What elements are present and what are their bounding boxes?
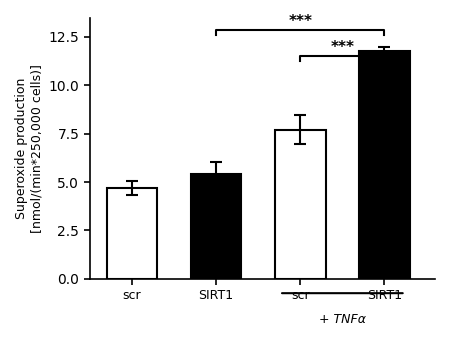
Bar (107, 188, 157, 279)
Bar (359, 51, 410, 279)
Text: ***: *** (330, 40, 354, 55)
Text: ***: *** (288, 14, 312, 29)
Y-axis label: Superoxide production
[nmol/(min*250,000 cells)]: Superoxide production [nmol/(min*250,000… (15, 64, 43, 233)
Bar (191, 174, 241, 279)
Text: + TNFα: + TNFα (319, 313, 366, 326)
Bar (275, 130, 325, 279)
